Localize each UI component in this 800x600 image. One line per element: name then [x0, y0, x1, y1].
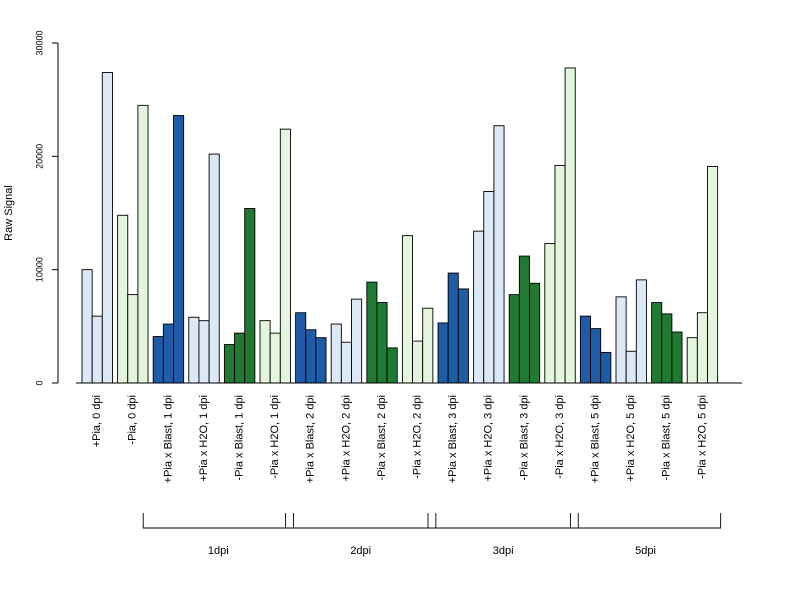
category-label: +Pia x Blast, 3 dpi [447, 395, 459, 483]
bar [351, 298, 363, 384]
bar [244, 208, 256, 384]
y-axis-title: Raw Signal [3, 185, 15, 241]
bar [305, 329, 317, 384]
category-labels: +Pia, 0 dpi -Pia, 0 dpi +Pia x Blast, 1 dp… [91, 395, 708, 483]
bar [554, 164, 566, 384]
y-tick-label: 20000 [34, 144, 44, 169]
group-bracket [285, 513, 437, 529]
category-label: -Pia x Blast, 5 dpi [661, 395, 673, 481]
bar [508, 294, 520, 384]
category-label: -Pia x Blast, 3 dpi [518, 395, 530, 481]
category-label: +Pia x Blast, 5 dpi [590, 395, 602, 483]
category-label: -Pia x Blast, 2 dpi [376, 395, 388, 481]
bar [234, 332, 246, 384]
bar [457, 288, 469, 384]
group-bracket [427, 513, 579, 529]
bar [376, 302, 388, 384]
bar [635, 279, 647, 384]
bar [615, 296, 627, 384]
y-tick-label: 10000 [34, 257, 44, 282]
bar [91, 315, 103, 384]
bar [295, 312, 307, 384]
bar [208, 153, 220, 384]
bar [223, 344, 235, 384]
bar [412, 340, 424, 384]
bar [590, 328, 602, 384]
category-label: -Pia x H2O, 1 dpi [269, 395, 281, 479]
bar [529, 282, 541, 384]
bar [127, 294, 139, 384]
bar [686, 337, 698, 384]
group-bracket [569, 513, 722, 529]
bar [188, 316, 200, 384]
bar [707, 166, 719, 384]
y-axis: 0 10000 20000 30000 [34, 30, 59, 386]
bar [315, 337, 327, 384]
bar [579, 315, 592, 384]
bar [259, 320, 271, 384]
bar [651, 302, 663, 384]
bar [279, 128, 291, 384]
bar [137, 104, 149, 384]
bar [661, 313, 673, 384]
category-label: -Pia x Blast, 1 dpi [234, 395, 246, 481]
bar [366, 281, 378, 384]
category-label: +Pia x Blast, 1 dpi [162, 395, 174, 483]
bar [162, 323, 174, 384]
bar [386, 347, 398, 384]
category-label: +Pia, 0 dpi [91, 395, 103, 447]
bar [173, 115, 185, 384]
bar [625, 350, 637, 384]
bars [81, 67, 719, 384]
y-tick-label: 0 [34, 380, 44, 385]
bar [198, 320, 210, 384]
category-label: +Pia x H2O, 1 dpi [198, 395, 210, 482]
category-label: -Pia x H2O, 5 dpi [696, 395, 708, 479]
bar [600, 351, 612, 384]
bar [117, 214, 129, 384]
bar [696, 312, 708, 384]
category-label: +Pia x H2O, 5 dpi [625, 395, 637, 482]
category-label: -Pia x H2O, 2 dpi [412, 395, 424, 479]
group-label: 3dpi [493, 545, 514, 557]
bar [152, 336, 164, 384]
bar [493, 125, 505, 384]
bar [340, 341, 352, 384]
group-bracket [142, 513, 294, 529]
bar [671, 331, 683, 384]
category-label: -Pia, 0 dpi [127, 395, 139, 445]
bar [518, 255, 530, 384]
bar [81, 269, 93, 384]
group-brackets: 1dpi 2dpi 3dpi 5dpi [142, 513, 722, 557]
bar [101, 72, 113, 384]
bar [544, 243, 556, 384]
bar [422, 307, 434, 384]
category-label: -Pia x H2O, 3 dpi [554, 395, 566, 479]
bar [473, 230, 485, 384]
bar [447, 272, 459, 384]
bar [330, 323, 342, 384]
group-label: 5dpi [635, 545, 656, 557]
category-label: +Pia x H2O, 2 dpi [340, 395, 352, 482]
bar [437, 322, 449, 384]
group-label: 2dpi [350, 545, 371, 557]
category-label: +Pia x H2O, 3 dpi [483, 395, 495, 482]
bar [483, 191, 495, 384]
bar [564, 67, 576, 384]
bar [269, 332, 281, 384]
y-tick-label: 30000 [34, 30, 44, 55]
bar [401, 235, 413, 384]
category-label: +Pia x Blast, 2 dpi [305, 395, 317, 483]
group-label: 1dpi [208, 545, 229, 557]
